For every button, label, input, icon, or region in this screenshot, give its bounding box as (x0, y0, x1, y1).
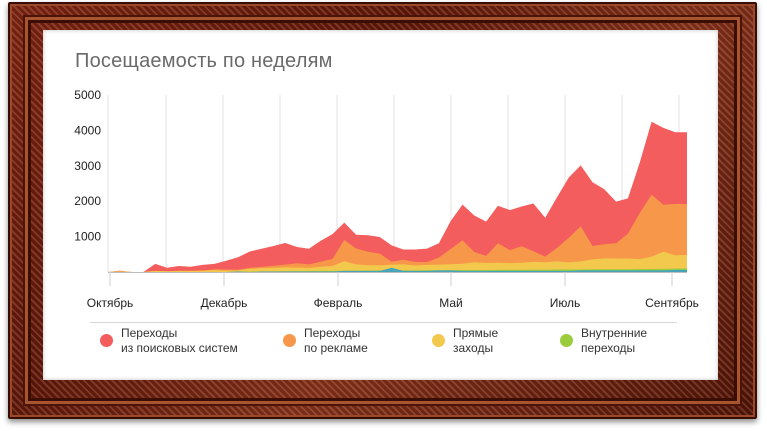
legend-label-direct-2: заходы (453, 341, 494, 355)
x-tick-label: Декабрь (201, 296, 248, 310)
legend-label-ads-2: по рекламе (304, 341, 368, 355)
y-tick-label: 2000 (74, 194, 101, 208)
legend-swatch-search (100, 334, 113, 347)
legend-swatch-internal (560, 334, 573, 347)
legend-label-ads-1: Переходы (304, 326, 361, 340)
area-series-accent (108, 267, 687, 272)
legend-label-search-1: Переходы (121, 326, 178, 340)
legend-label-direct-1: Прямые (453, 326, 499, 340)
legend-item-internal: Внутренние переходы (560, 326, 647, 356)
x-tick-label: Октябрь (87, 296, 134, 310)
legend-label-internal-2: переходы (581, 341, 636, 355)
legend-swatch-direct (432, 334, 445, 347)
legend-item-search: Переходы из поисковых систем (100, 326, 238, 356)
chart-title: Посещаемость по неделям (75, 50, 333, 72)
legend-swatch-ads (283, 334, 296, 347)
area-series-Переходы-из поисковых систем (108, 121, 687, 272)
x-tick-label: Сентябрь (645, 296, 699, 310)
legend-item-direct: Прямые заходы (432, 326, 498, 356)
y-tick-label: 1000 (74, 230, 101, 244)
legend-label-search-2: из поисковых систем (121, 341, 238, 355)
y-tick-label: 5000 (74, 88, 101, 102)
area-series-Прямые-заходы (108, 251, 687, 272)
y-tick-label: 4000 (74, 123, 101, 137)
x-tick-label: Февраль (314, 296, 363, 310)
x-tick-label: Июль (550, 296, 581, 310)
legend-label-internal-1: Внутренние (581, 326, 648, 340)
legend-item-ads: Переходы по рекламе (283, 326, 368, 356)
chart-legend: Переходы из поисковых систем Переходы по р… (0, 326, 767, 366)
y-tick-label: 3000 (74, 159, 101, 173)
frame-border (28, 20, 737, 401)
x-tick-label: Май (439, 296, 463, 310)
